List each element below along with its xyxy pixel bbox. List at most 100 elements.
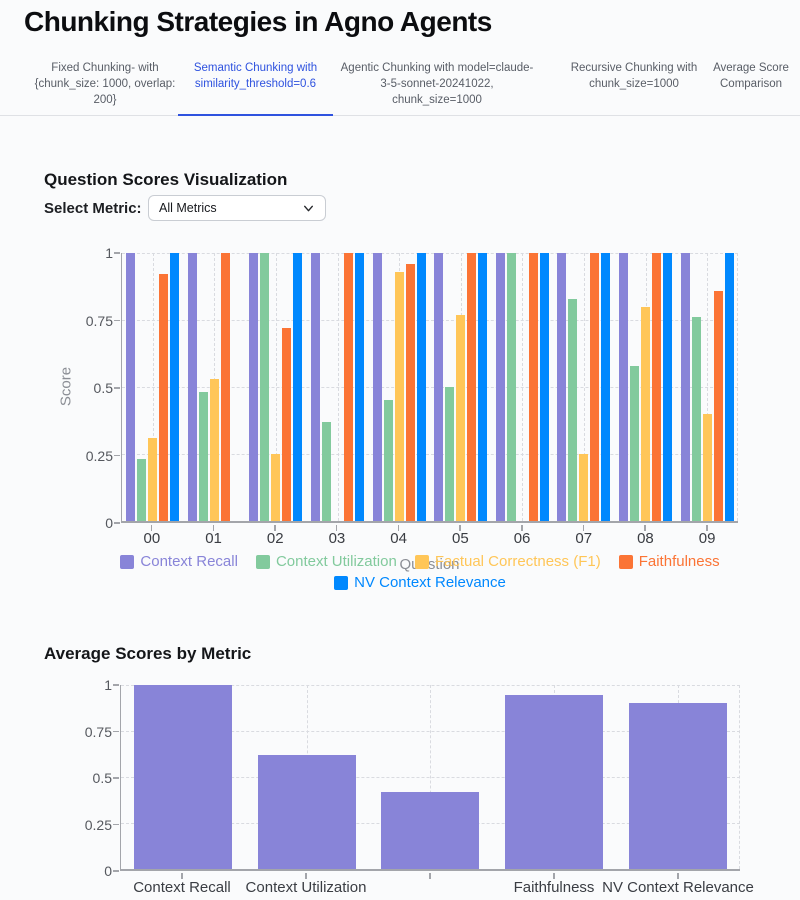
bar-group-q01 <box>184 253 246 521</box>
gridline <box>337 253 339 521</box>
bar-group <box>245 685 369 869</box>
x-axis-tick <box>582 525 585 531</box>
y-axis-tick-label: 0.25 <box>84 816 112 833</box>
bar-group-q06 <box>492 253 554 521</box>
x-axis-tick-label: 01 <box>205 530 222 547</box>
y-axis-tick-label: 0.5 <box>92 770 112 786</box>
tab-fixed-chunking[interactable]: Fixed Chunking- with {chunk_size: 1000, … <box>30 61 180 116</box>
y-axis-tick-label: 0 <box>104 863 112 879</box>
y-axis-tick <box>113 870 119 872</box>
y-axis-tick-label: 0.75 <box>84 723 112 740</box>
y-axis-tick <box>113 823 119 825</box>
tab-recursive-chunking[interactable]: Recursive Chunking with chunk_size=1000 <box>553 61 715 116</box>
bar <box>372 253 382 521</box>
gridline <box>522 253 524 521</box>
x-axis-tick <box>644 525 646 531</box>
bar-group <box>121 685 245 869</box>
tab-label: Average Score Comparison <box>713 62 789 90</box>
bar <box>187 253 197 521</box>
x-axis-tick-label: 05 <box>452 530 469 547</box>
plot-area[interactable] <box>120 685 740 871</box>
bar <box>271 454 281 521</box>
x-axis-tick-label: NV Context Relevance <box>602 879 754 896</box>
x-axis-tick <box>459 525 461 531</box>
bar-group <box>369 685 493 869</box>
y-axis-tick <box>113 777 119 779</box>
tab-agentic-chunking[interactable]: Agentic Chunking with model=claude-3-5-s… <box>338 61 536 116</box>
bar-group-q04 <box>368 253 430 521</box>
bar <box>133 685 232 869</box>
bar <box>680 253 690 521</box>
gridline <box>122 253 738 254</box>
bar-group-q03 <box>307 253 369 521</box>
gridline <box>275 253 277 521</box>
metric-select[interactable]: All Metrics <box>148 195 326 221</box>
x-axis-tick-label: 06 <box>513 530 531 547</box>
x-axis-tick-label: 08 <box>637 530 654 547</box>
bar <box>557 253 567 521</box>
x-axis-title: Question <box>399 556 460 573</box>
section-heading-average-scores: Average Scores by Metric <box>44 644 252 663</box>
bar <box>629 703 728 869</box>
tab-average-score-comparison[interactable]: Average Score Comparison <box>706 61 796 116</box>
bar <box>282 328 292 521</box>
x-axis-tick-label: 04 <box>390 530 407 547</box>
gridline <box>707 253 709 521</box>
legend-item: Context Recall <box>120 553 238 570</box>
bar <box>702 413 712 521</box>
bar <box>724 253 734 521</box>
bar <box>159 274 169 521</box>
bar <box>383 400 393 521</box>
x-axis-tick-label: 03 <box>328 530 346 547</box>
x-axis-tick-label: 02 <box>266 530 284 547</box>
bar <box>416 253 426 521</box>
bar <box>198 392 208 521</box>
bar <box>619 253 629 521</box>
gridline <box>152 253 154 521</box>
legend-swatch-icon <box>414 554 429 569</box>
x-axis-tick <box>150 525 153 531</box>
x-axis-tick-label: 07 <box>575 530 593 547</box>
bar <box>322 421 332 521</box>
tab-semantic-chunking[interactable]: Semantic Chunking with similarity_thresh… <box>178 61 333 116</box>
gridline <box>737 253 738 521</box>
bar <box>220 253 230 521</box>
x-axis-tick <box>553 873 555 879</box>
x-axis-tick <box>706 525 708 531</box>
y-axis-tick-label: 0.5 <box>93 380 113 396</box>
y-axis-tick-label: 0.25 <box>85 447 113 464</box>
section-heading-question-scores: Question Scores Visualization <box>44 170 288 189</box>
y-axis-tick <box>113 730 119 732</box>
bar <box>467 253 477 521</box>
bar <box>506 253 516 521</box>
x-axis-tick <box>429 873 431 879</box>
gridline <box>583 253 585 521</box>
y-axis-tick <box>113 684 119 686</box>
bar <box>148 437 158 521</box>
bar <box>630 365 640 521</box>
x-axis-tick <box>274 525 276 531</box>
metric-select-value: All Metrics <box>159 201 217 215</box>
select-metric-label: Select Metric: <box>44 200 142 217</box>
gridline <box>122 387 738 388</box>
bar <box>505 695 604 869</box>
bar <box>663 253 673 521</box>
bar <box>590 253 600 521</box>
x-axis-tick <box>677 873 679 879</box>
legend-item: Factual Correctness (F1) <box>414 553 601 570</box>
bar <box>249 253 259 521</box>
x-axis-tick <box>181 873 183 879</box>
gridline <box>122 320 738 321</box>
plot-area[interactable] <box>121 253 738 523</box>
legend-label: Context Utilization <box>275 553 397 570</box>
bar <box>260 253 270 521</box>
y-axis-tick <box>114 319 120 321</box>
bar-group-q09 <box>676 253 738 521</box>
bar <box>478 253 488 521</box>
bar-group-q05 <box>430 253 492 521</box>
x-axis-tick <box>305 873 307 879</box>
bar-group <box>616 685 740 869</box>
bar-group-q07 <box>553 253 615 521</box>
page-title: Chunking Strategies in Agno Agents <box>24 6 492 37</box>
